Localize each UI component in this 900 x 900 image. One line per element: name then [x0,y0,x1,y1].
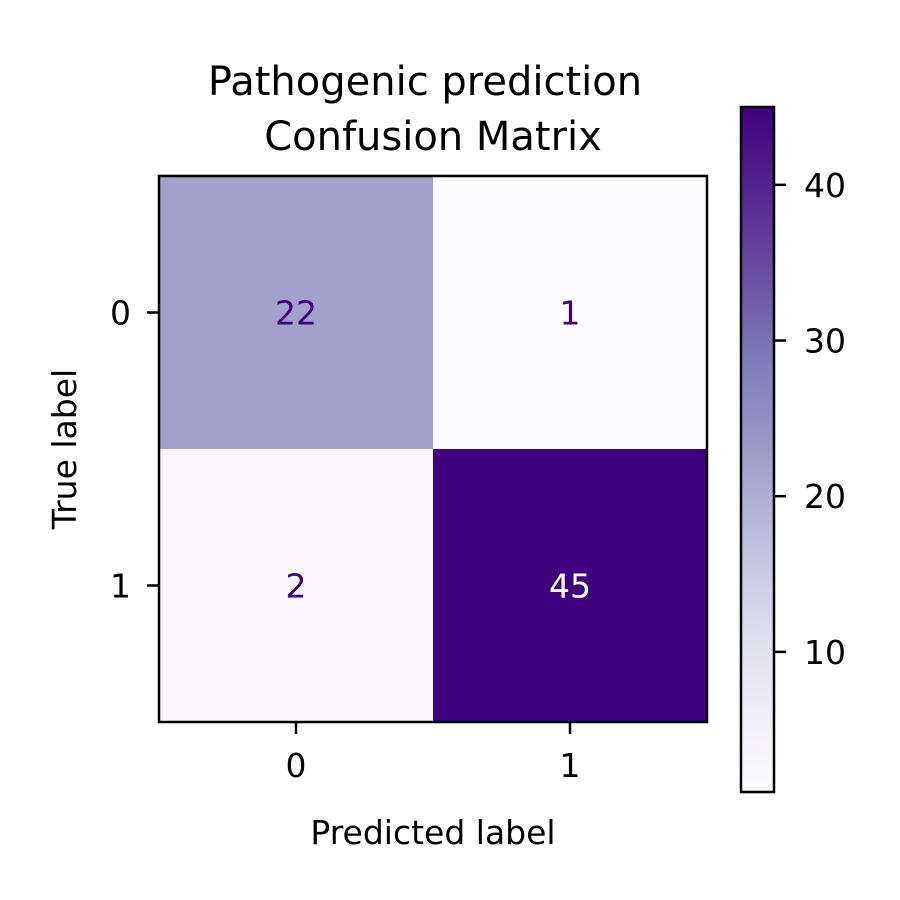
heatmap-cells [159,176,708,723]
colorbar-tick-label-10: 10 [804,633,846,672]
x-tick-label-0: 0 [286,746,307,785]
y-axis-label: True label [45,369,84,530]
heatmap-cell-r1-c0 [159,449,434,723]
cell-value-r1-c1: 45 [549,567,591,606]
colorbar-ticks: 10 20 30 40 [774,166,846,672]
y-tick-label-1: 1 [110,567,131,606]
chart-title-line-1: Pathogenic prediction [208,59,642,105]
y-axis-ticks: 01 [110,294,159,606]
plot-frame [157,174,709,724]
y-tick-label-0: 0 [110,294,131,333]
heatmap-cell-labels: 22 1 2 45 [275,294,591,606]
colorbar-tick-label-40: 40 [804,166,846,205]
x-axis-label: Predicted label [310,813,555,852]
colorbar-tick-label-30: 30 [804,322,846,361]
heatmap-cell-r0-c1 [433,176,708,450]
cell-value-r1-c0: 2 [286,567,307,606]
colorbar [739,105,776,794]
heatmap-cell-r1-c1 [433,449,708,723]
x-tick-label-1: 1 [560,746,581,785]
chart-title-line-2: Confusion Matrix [264,114,602,160]
colorbar-tick-label-20: 20 [804,477,846,516]
cell-value-r0-c1: 1 [560,294,581,333]
cell-value-r0-c0: 22 [275,294,317,333]
heatmap-cell-r0-c0 [159,176,434,450]
